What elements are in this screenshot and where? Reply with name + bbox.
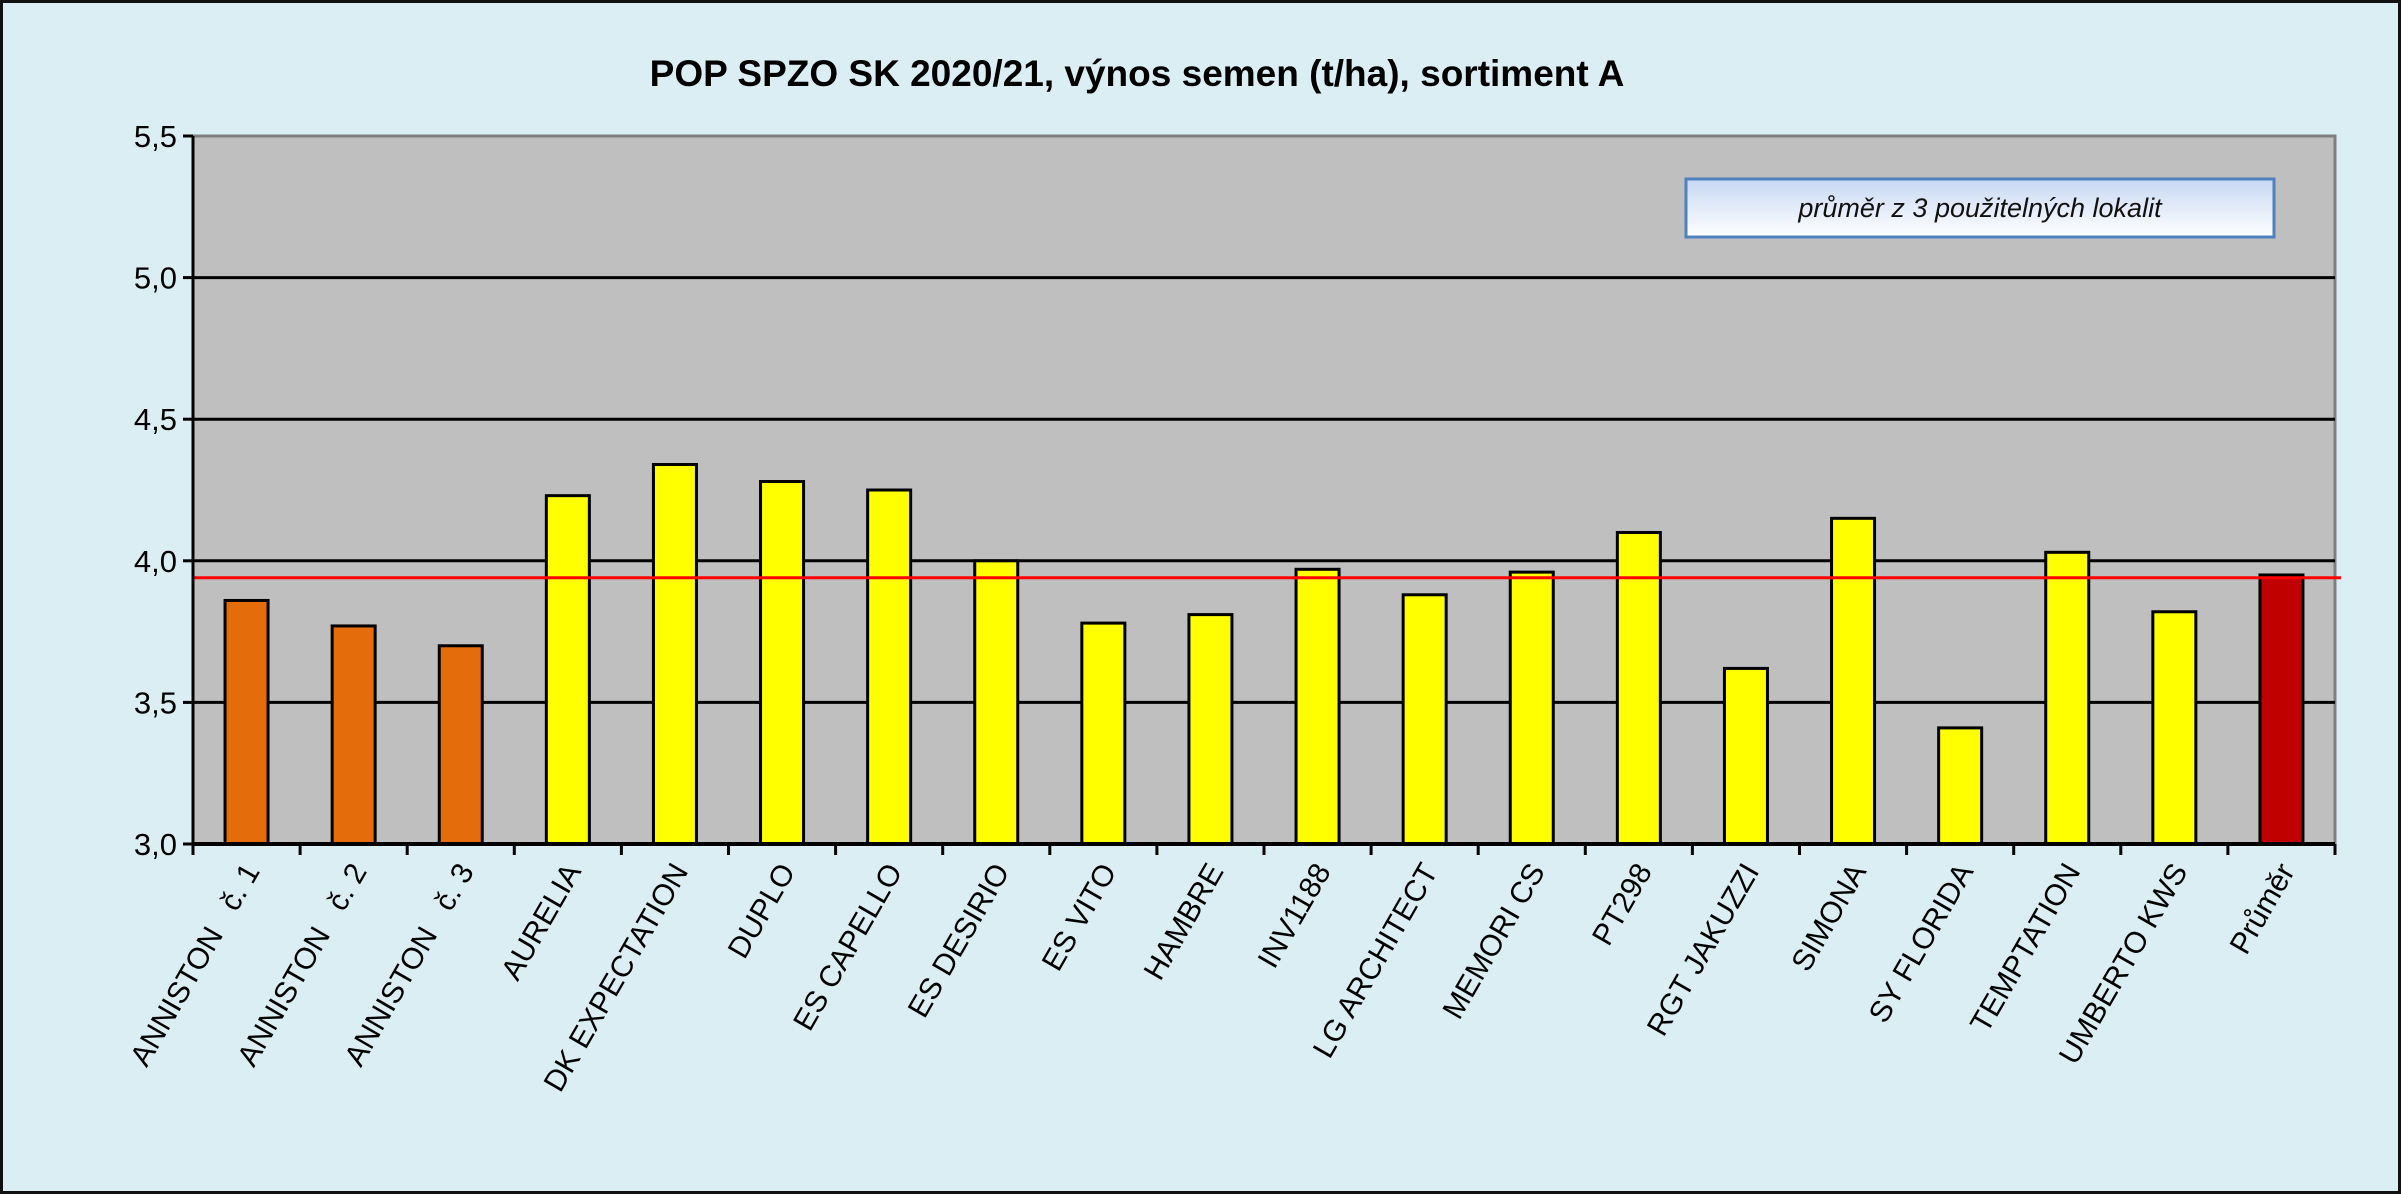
chart-title: POP SPZO SK 2020/21, výnos semen (t/ha),… [650, 53, 1625, 94]
category-label: ES CAPELLO [787, 858, 909, 1036]
y-tick-label: 3,5 [134, 685, 177, 720]
annotation-box: průměr z 3 použitelných lokalit [1684, 177, 2276, 239]
category-label: ES DESIRIO [902, 858, 1016, 1023]
bar [973, 559, 1020, 846]
y-tick-label: 4,0 [134, 544, 177, 579]
bar [866, 488, 913, 846]
bar [330, 624, 377, 846]
category-label: ES VITO [1036, 858, 1123, 977]
bar [1830, 516, 1877, 846]
category-label: RGT JAKUZZI [1641, 858, 1766, 1041]
bar [2044, 550, 2091, 846]
bar [2258, 573, 2305, 846]
category-label: TEMPTATION [1964, 858, 2087, 1038]
annotation-text: průměr z 3 použitelných lokalit [1797, 193, 2163, 223]
bar [437, 644, 484, 846]
bar [1187, 613, 1234, 846]
category-label: AURELIA [495, 858, 588, 986]
bar [223, 598, 270, 846]
bar-chart: POP SPZO SK 2020/21, výnos semen (t/ha),… [124, 53, 2341, 1097]
bar [2151, 610, 2198, 846]
y-tick-label: 4,5 [134, 402, 177, 437]
bar [1508, 570, 1555, 846]
category-label: INV1188 [1252, 858, 1338, 974]
bar [1937, 726, 1984, 846]
category-label: Průměr [2224, 858, 2302, 960]
axes [183, 134, 2337, 855]
category-label: SY FLORIDA [1863, 858, 1981, 1029]
bar [1722, 666, 1769, 846]
category-label: SIMONA [1785, 858, 1873, 977]
category-label: HAMBRE [1138, 858, 1231, 986]
category-label: PT298 [1586, 858, 1659, 951]
y-tick-label: 3,0 [134, 827, 177, 862]
bar [759, 480, 806, 846]
y-tick-label: 5,0 [134, 261, 177, 296]
y-tick-label: 5,5 [134, 119, 177, 154]
bar [1401, 593, 1448, 846]
bar [651, 463, 698, 846]
bar [1080, 621, 1127, 846]
category-label: DUPLO [722, 858, 802, 964]
bar [1615, 530, 1662, 846]
bar [544, 494, 591, 846]
plot-area [191, 134, 2337, 846]
category-label: MEMORI CS [1437, 858, 1552, 1025]
bar [1294, 567, 1341, 846]
